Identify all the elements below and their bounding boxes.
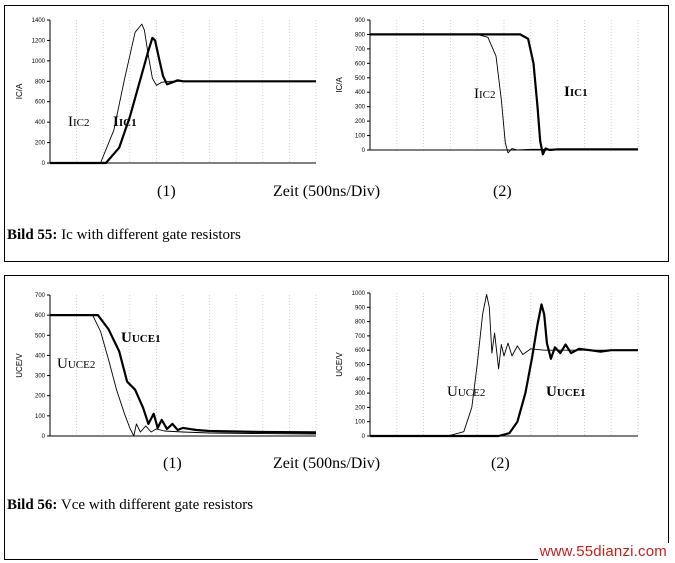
- y-tick-label: 500: [355, 76, 366, 82]
- y-tick-label: 1000: [32, 59, 46, 65]
- y-tick-label: 300: [35, 374, 46, 380]
- series-line-ic1: [50, 36, 316, 165]
- y-tick-label: 0: [362, 434, 366, 440]
- watermark: www.55dianzi.com: [537, 543, 669, 560]
- y-tick-label: 100: [355, 420, 366, 426]
- y-tick-label: 100: [355, 134, 366, 140]
- y-tick-label: 0: [362, 148, 366, 154]
- y-tick-label: 500: [355, 363, 366, 369]
- y-tick-label: 600: [355, 61, 366, 67]
- series-label-uce2-chart4: UUCE2: [447, 384, 486, 400]
- y-axis-label: UCE/V: [335, 352, 344, 377]
- y-tick-label: 800: [35, 79, 46, 85]
- y-tick-label: 700: [355, 334, 366, 340]
- series-label-ic2-chart1: IIC2: [68, 114, 90, 130]
- caption-bild-55: Bild 55: Ic with different gate resistor…: [7, 227, 241, 244]
- y-tick-label: 600: [35, 313, 46, 319]
- figure-panel-56: [4, 275, 669, 560]
- caption-title: Bild 56:: [7, 497, 58, 513]
- y-tick-label: 200: [355, 405, 366, 411]
- series-label-uce1-chart4: UUCE1: [546, 384, 586, 400]
- y-tick-label: 1000: [352, 291, 366, 297]
- y-tick-label: 0: [42, 434, 46, 440]
- series-label-uce1-chart3: UUCE1: [121, 330, 161, 346]
- caption-text: Ic with different gate resistors: [57, 227, 241, 243]
- y-tick-label: 1400: [32, 18, 46, 24]
- subfigure-label-1-bottom: (1): [163, 455, 182, 472]
- y-tick-label: 200: [35, 394, 46, 400]
- y-axis-label: IC/A: [335, 77, 344, 93]
- y-tick-label: 700: [35, 293, 46, 299]
- y-tick-label: 0: [42, 161, 46, 167]
- y-tick-label: 200: [355, 119, 366, 125]
- series-label-ic2-chart2: IIC2: [474, 86, 496, 102]
- subfigure-label-1-top: (1): [157, 183, 176, 200]
- y-tick-label: 600: [35, 100, 46, 106]
- y-tick-label: 700: [355, 47, 366, 53]
- y-tick-label: 800: [355, 320, 366, 326]
- y-tick-label: 900: [355, 18, 366, 24]
- y-axis-label: UCE/V: [15, 353, 24, 378]
- y-tick-label: 900: [355, 305, 366, 311]
- y-tick-label: 300: [355, 391, 366, 397]
- series-label-uce2-chart3: UUCE2: [57, 356, 96, 372]
- caption-bild-56: Bild 56: Vce with different gate resisto…: [7, 497, 253, 514]
- series-label-ic1-chart2: IIC1: [564, 84, 588, 100]
- y-tick-label: 800: [355, 32, 366, 38]
- y-axis-label: IC/A: [15, 83, 24, 99]
- y-tick-label: 600: [355, 348, 366, 354]
- time-axis-label-bottom: Zeit (500ns/Div): [273, 455, 381, 472]
- caption-text: Vce with different gate resistors: [57, 497, 254, 513]
- y-tick-label: 100: [35, 414, 46, 420]
- series-line-uce1: [50, 314, 317, 434]
- y-tick-label: 1200: [32, 38, 46, 44]
- y-tick-label: 500: [35, 333, 46, 339]
- y-tick-label: 200: [35, 141, 46, 147]
- y-tick-label: 400: [35, 120, 46, 126]
- series-line-uce2: [50, 314, 317, 437]
- series-line-ic2: [370, 33, 638, 154]
- y-tick-label: 400: [35, 353, 46, 359]
- series-line-uce1: [370, 303, 638, 438]
- series-line-uce2: [369, 293, 638, 437]
- subfigure-label-2-top: (2): [493, 183, 512, 200]
- series-line-ic1: [370, 33, 638, 156]
- y-tick-label: 400: [355, 90, 366, 96]
- caption-title: Bild 55:: [7, 227, 58, 243]
- series-label-ic1-chart1: IIC1: [113, 114, 137, 130]
- y-tick-label: 300: [355, 105, 366, 111]
- time-axis-label-top: Zeit (500ns/Div): [273, 183, 381, 200]
- subfigure-label-2-bottom: (2): [491, 455, 510, 472]
- figure-panel-55: [4, 5, 669, 262]
- y-tick-label: 400: [355, 377, 366, 383]
